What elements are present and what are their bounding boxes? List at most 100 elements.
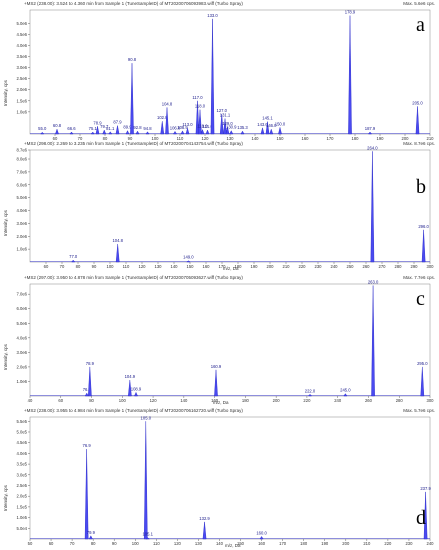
peak-label: 118.0: [195, 104, 206, 109]
spectrum-peak: [88, 535, 93, 540]
y-tick-label: 6.0e6: [17, 306, 28, 311]
spectrum-peak: [225, 126, 230, 135]
x-tick-label: 100: [107, 264, 115, 269]
peak-label: 55.0: [38, 126, 47, 131]
x-tick-label: 80: [89, 398, 94, 403]
panel-header: +MS2 (238.00): 3.524 to 4.360 min from S…: [24, 1, 435, 6]
spectrum-peak: [265, 121, 270, 135]
x-tick-label: 250: [347, 264, 355, 269]
panel-header: +MS2 (297.00): 3.950 to 4.878 min from S…: [24, 275, 435, 280]
panel-header: +MS2 (298.00): 2.269 to 3.235 min from S…: [24, 141, 435, 146]
peak-label: 104.8: [162, 101, 173, 106]
peak-label: 237.9: [420, 486, 431, 491]
y-axis-label: Intensity, cps: [3, 485, 8, 511]
x-tick-label: 70: [78, 136, 83, 141]
spectrum-peak: [229, 130, 234, 135]
spectrum-peak: [415, 106, 420, 135]
x-tick-label: 140: [180, 398, 188, 403]
panel-label: a: [416, 14, 425, 36]
y-tick-label: 1.0e6: [17, 109, 28, 114]
spectrum-peak: [343, 393, 348, 397]
x-tick-label: 220: [299, 264, 307, 269]
x-tick-label: 170: [327, 136, 335, 141]
plot-frame: [29, 149, 431, 263]
y-tick-label: 6.0e6: [17, 182, 28, 187]
spectrum-peak: [210, 18, 215, 135]
x-tick-label: 210: [427, 136, 435, 141]
x-tick-label: 260: [365, 398, 373, 403]
spectrum-peak: [186, 260, 191, 263]
peak-label: 145.1: [262, 116, 273, 121]
x-tick-label: 300: [427, 398, 435, 403]
peak-label: 77.0: [69, 254, 78, 259]
spectrum-peak: [108, 131, 113, 135]
peak-label: 90.8: [128, 57, 137, 62]
x-tick-label: 70: [60, 264, 65, 269]
y-tick-label: 3.0e6: [17, 65, 28, 70]
peak-label: 76.9: [83, 443, 92, 448]
y-tick-label: 2.0e6: [17, 234, 28, 239]
peak-label: 81.1: [106, 126, 115, 131]
x-tick-label: 210: [363, 541, 371, 546]
x-tick-label: 290: [411, 264, 419, 269]
y-tick-label: 5.0e5: [17, 429, 28, 434]
spectrum-peak: [367, 131, 373, 135]
spectrum-panel-c: +MS2 (297.00): 3.950 to 4.878 min from S…: [0, 274, 439, 407]
x-tick-label: 60: [53, 136, 58, 141]
x-tick-label: 50: [28, 541, 33, 546]
x-tick-label: 120: [174, 541, 182, 546]
spectrum-peak: [69, 131, 74, 135]
x-tick-label: 190: [251, 264, 259, 269]
x-tick-label: 100: [119, 398, 127, 403]
panel-header: +MS2 (238.00): 3.955 to 4.984 min from S…: [24, 408, 435, 413]
y-axis-label: Intensity, cps: [3, 210, 8, 236]
peak-label: 79.7: [100, 124, 109, 129]
y-tick-label: 3.0e6: [17, 350, 28, 355]
peak-label: 131.1: [220, 113, 231, 118]
spectrum-chart-b: 60 70 80 90 100 110 120 130 140 150 160 170 180 190 20…: [17, 145, 435, 269]
spectrum-peak: [84, 392, 89, 397]
x-tick-label: 70: [70, 541, 75, 546]
peak-label: 160.0: [256, 530, 267, 535]
peak-label: 135.3: [237, 125, 248, 130]
x-tick-label: 40: [28, 398, 33, 403]
spectrum-peak: [40, 131, 45, 135]
peak-label: 105.1: [142, 532, 153, 537]
spectrum-chart-c: 40 60 80 100 120 140 160 180 200 220 240 260 280 300 1…: [17, 279, 435, 403]
peak-label: 108.9: [177, 125, 188, 130]
y-tick-label: 4.0e6: [17, 335, 28, 340]
spectrum-peak: [145, 537, 150, 540]
peak-label: 87.9: [113, 120, 122, 125]
peak-label: 102.8: [157, 115, 168, 120]
x-tick-label: 120: [150, 398, 158, 403]
y-tick-label: 3.0e5: [17, 472, 28, 477]
spectrum-panel-a: +MS2 (238.00): 3.524 to 4.360 min from S…: [0, 0, 439, 141]
spectrum-peak: [143, 421, 148, 540]
spectrum-panel-b: +MS2 (298.00): 2.269 to 3.235 min from S…: [0, 140, 439, 274]
peak-label: 113.0: [182, 122, 193, 127]
y-tick-label: 5.0e6: [17, 321, 28, 326]
spectrum-peak: [202, 521, 207, 540]
peak-label: 121.0: [202, 124, 213, 129]
x-tick-label: 240: [427, 541, 435, 546]
spectrum-peak: [95, 126, 100, 135]
x-tick-label: 160: [203, 264, 211, 269]
peak-label: 245.0: [340, 388, 351, 393]
y-tick-label: 1.0e6: [17, 247, 28, 252]
x-tick-label: 90: [128, 136, 133, 141]
x-tick-label: 150: [237, 541, 245, 546]
x-tick-label: 60: [49, 541, 54, 546]
x-tick-label: 280: [395, 264, 403, 269]
peak-label: 104.9: [125, 374, 136, 379]
peak-label: 89.9: [123, 125, 132, 130]
y-tick-label: 4.5e6: [17, 32, 28, 37]
spectrum-peak: [115, 243, 120, 263]
x-tick-label: 270: [379, 264, 387, 269]
x-tick-label: 100: [152, 136, 160, 141]
spectrum-peak: [180, 130, 185, 135]
spectrum-peak: [125, 130, 130, 135]
peak-label: 60.8: [53, 123, 62, 128]
x-tick-label: 240: [331, 264, 339, 269]
x-tick-label: 110: [153, 541, 160, 546]
spectrum-peak: [130, 63, 134, 135]
